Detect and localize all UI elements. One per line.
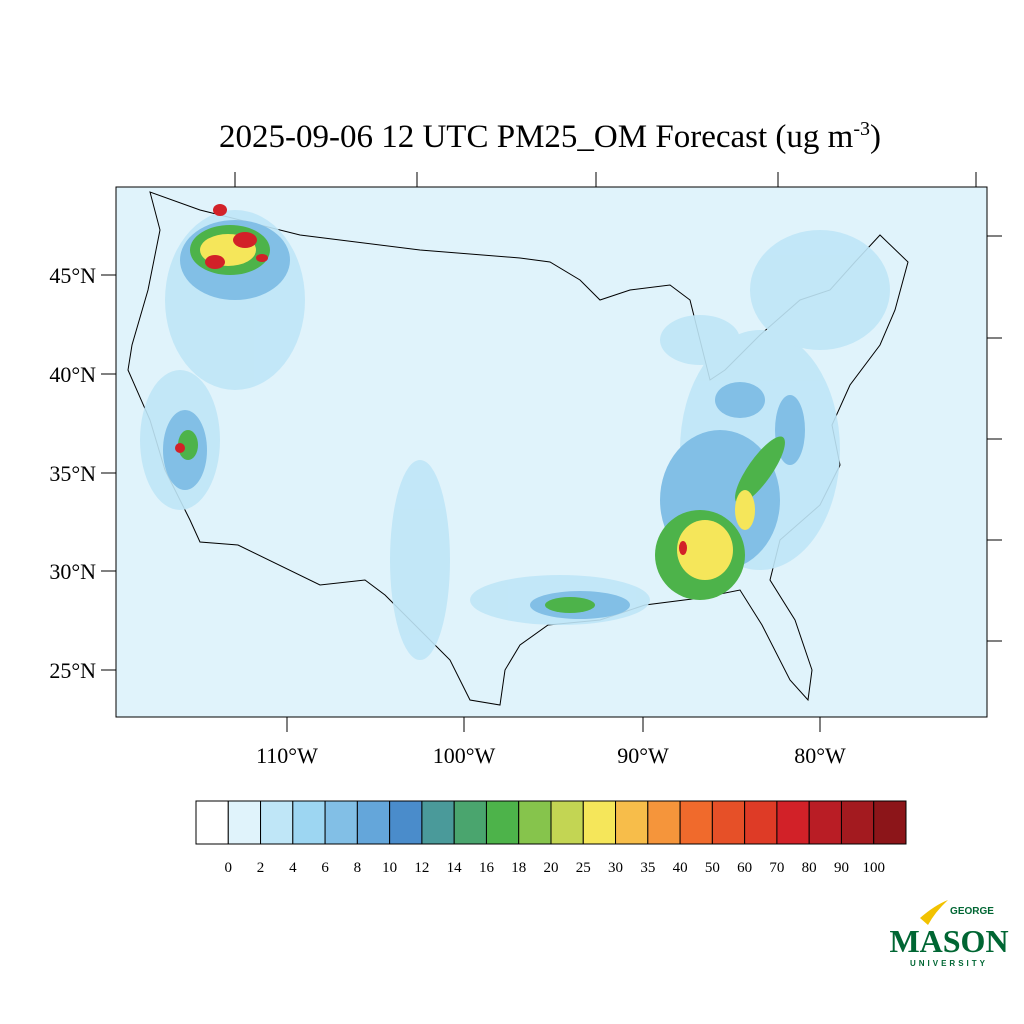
lat-label: 25°N: [49, 658, 96, 683]
colorbar-label: 0: [225, 860, 233, 876]
colorbar-box: [227, 800, 262, 845]
colorbar-box: [776, 800, 810, 845]
colorbar-box: [615, 800, 649, 845]
colorbar-label: 8: [354, 860, 362, 876]
colorbar-label: 6: [321, 860, 329, 876]
colorbar-box: [389, 800, 423, 845]
colorbar-label: 18: [511, 860, 526, 876]
colorbar: 0 2 4 6 8 10 12 14 16 18 20 25 30 35 40 50 60 70 80 90 100: [195, 800, 907, 876]
colorbar-label: 25: [576, 860, 591, 876]
colorbar-box: [873, 800, 907, 845]
extreme-concentration: [175, 204, 687, 555]
title-text: 2025-09-06 12 UTC PM25_OM Forecast (ug m: [219, 119, 854, 155]
colorbar-box: [808, 800, 842, 845]
colorbar-label: 70: [769, 860, 784, 876]
colorbar-label: 100: [862, 860, 885, 876]
colorbar-box: [582, 800, 617, 845]
colorbar-label: 2: [257, 860, 265, 876]
colorbar-box: [679, 800, 713, 845]
colorbar-box: [324, 800, 358, 845]
title-end: ): [870, 119, 881, 155]
colorbar-label: 14: [447, 860, 463, 876]
logo: GEORGE MASON UNIVERSITY: [889, 900, 1009, 968]
colorbar-label: 35: [640, 860, 655, 876]
colorbar-label: 50: [705, 860, 720, 876]
colorbar-box: [840, 800, 875, 845]
colorbar-box: [292, 800, 326, 845]
colorbar-label: 4: [289, 860, 297, 876]
lat-label: 45°N: [49, 263, 96, 288]
colorbar-box: [453, 800, 487, 845]
logo-top: GEORGE: [950, 906, 994, 917]
colorbar-box: [260, 800, 294, 845]
colorbar-label: 90: [834, 860, 849, 876]
lon-label: 90°W: [617, 743, 669, 768]
title: 2025-09-06 12 UTC PM25_OM Forecast (ug m…: [219, 118, 881, 155]
colorbar-label: 40: [673, 860, 688, 876]
lat-label: 30°N: [49, 559, 96, 584]
lon-label: 80°W: [794, 743, 846, 768]
colorbar-label: 20: [544, 860, 559, 876]
map: [101, 172, 1002, 732]
colorbar-box: [744, 800, 778, 845]
very-high-concentration: [200, 234, 755, 580]
logo-main: MASON: [889, 923, 1008, 959]
map-frame: [115, 186, 988, 718]
colorbar-label: 16: [479, 860, 495, 876]
colorbar-box: [647, 800, 681, 845]
lon-label: 110°W: [256, 743, 318, 768]
colorbar-box: [421, 800, 455, 845]
colorbar-box: [711, 800, 746, 845]
colorbar-box: [550, 800, 584, 845]
title-superscript: -3: [853, 118, 870, 140]
logo-bottom: UNIVERSITY: [910, 959, 988, 968]
colorbar-box: [485, 800, 520, 845]
lat-label: 40°N: [49, 362, 96, 387]
lat-label: 35°N: [49, 461, 96, 486]
colorbar-label: 10: [382, 860, 397, 876]
colorbar-label: 12: [414, 860, 429, 876]
colorbar-box: [195, 800, 229, 845]
colorbar-label: 80: [802, 860, 817, 876]
lon-label: 100°W: [433, 743, 496, 768]
colorbar-label: 30: [608, 860, 623, 876]
colorbar-box: [518, 800, 552, 845]
colorbar-label: 60: [737, 860, 752, 876]
colorbar-box: [356, 800, 391, 845]
logo-flame: [920, 900, 948, 925]
frame-ticks: [101, 172, 1002, 732]
